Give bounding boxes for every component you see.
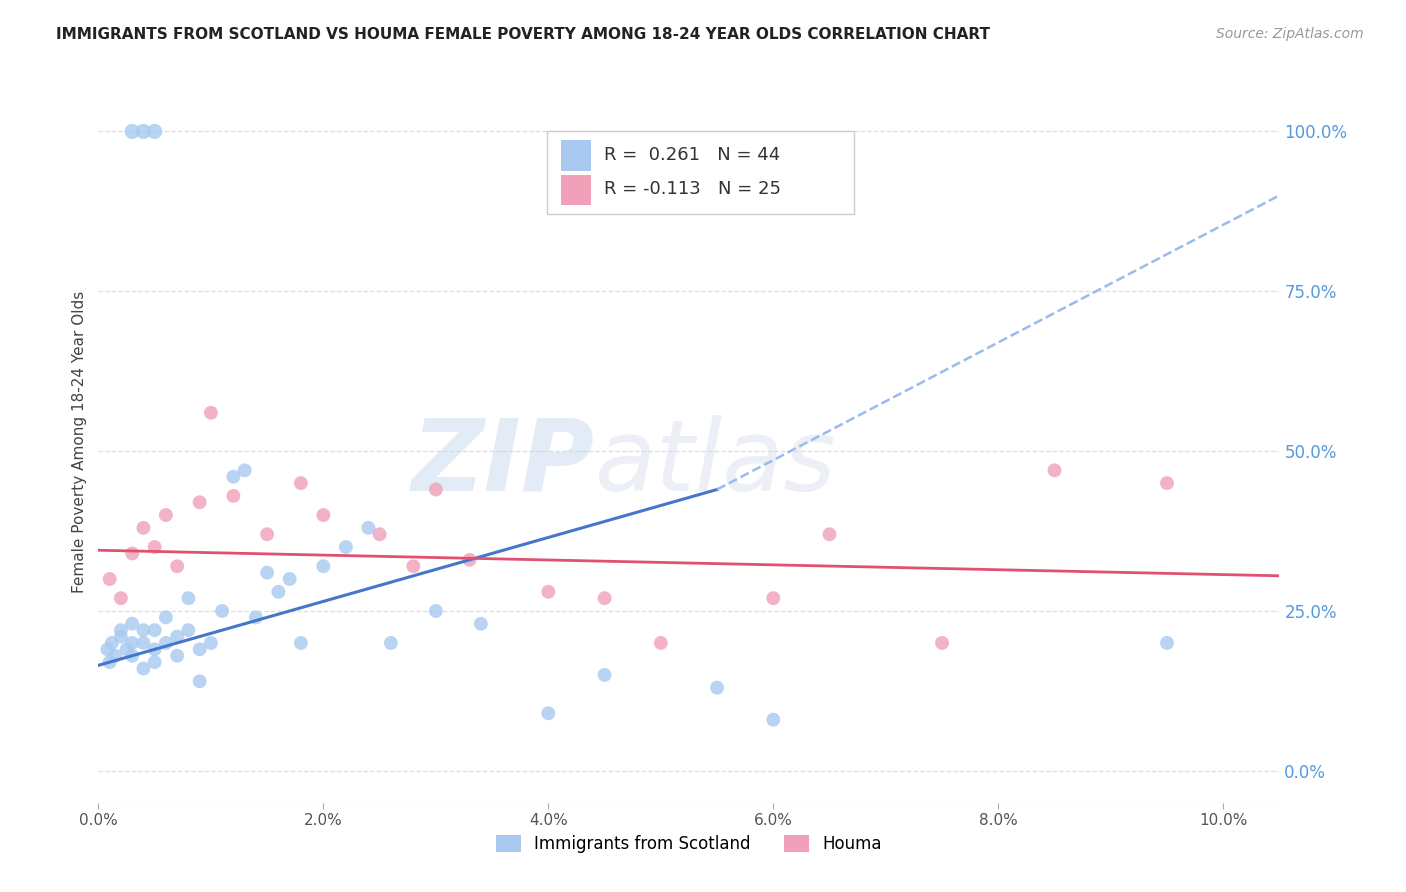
Point — [115, 642, 138, 657]
Point — [537, 584, 560, 599]
Point — [818, 527, 841, 541]
Point — [233, 463, 256, 477]
Point — [706, 681, 728, 695]
Point — [121, 616, 143, 631]
Point — [537, 706, 560, 721]
Point — [290, 636, 312, 650]
Point — [290, 476, 312, 491]
FancyBboxPatch shape — [547, 131, 855, 214]
Text: IMMIGRANTS FROM SCOTLAND VS HOUMA FEMALE POVERTY AMONG 18-24 YEAR OLDS CORRELATI: IMMIGRANTS FROM SCOTLAND VS HOUMA FEMALE… — [56, 27, 990, 42]
Point — [110, 623, 132, 637]
Point — [166, 630, 188, 644]
Text: ZIP: ZIP — [412, 415, 595, 512]
Point — [312, 508, 335, 522]
Point — [762, 713, 785, 727]
Point — [110, 630, 132, 644]
Point — [143, 642, 166, 657]
Point — [121, 546, 143, 560]
Point — [245, 610, 267, 624]
Bar — [561, 140, 591, 170]
Point — [166, 648, 188, 663]
Point — [200, 636, 222, 650]
Text: Source: ZipAtlas.com: Source: ZipAtlas.com — [1216, 27, 1364, 41]
Text: atlas: atlas — [595, 415, 837, 512]
Point — [593, 668, 616, 682]
Point — [256, 527, 278, 541]
Point — [278, 572, 301, 586]
Legend: Immigrants from Scotland, Houma: Immigrants from Scotland, Houma — [489, 828, 889, 860]
Point — [222, 469, 245, 483]
Point — [762, 591, 785, 606]
Point — [402, 559, 425, 574]
Point — [155, 610, 177, 624]
Point — [593, 591, 616, 606]
Point — [188, 642, 211, 657]
Point — [211, 604, 233, 618]
Point — [104, 648, 127, 663]
Point — [101, 636, 124, 650]
Point — [222, 489, 245, 503]
Point — [143, 655, 166, 669]
Point — [177, 623, 200, 637]
Point — [458, 553, 481, 567]
Point — [98, 572, 121, 586]
Point — [155, 636, 177, 650]
Point — [166, 559, 188, 574]
Point — [256, 566, 278, 580]
Point — [143, 124, 166, 138]
Point — [132, 124, 155, 138]
Point — [143, 623, 166, 637]
Point — [155, 508, 177, 522]
Point — [188, 674, 211, 689]
Point — [132, 661, 155, 675]
Point — [312, 559, 335, 574]
Bar — [561, 175, 591, 205]
Point — [425, 483, 447, 497]
Text: R = -0.113   N = 25: R = -0.113 N = 25 — [605, 180, 780, 198]
Point — [267, 584, 290, 599]
Point — [96, 642, 118, 657]
Text: R =  0.261   N = 44: R = 0.261 N = 44 — [605, 145, 780, 164]
Point — [132, 623, 155, 637]
Point — [110, 591, 132, 606]
Point — [177, 591, 200, 606]
Point — [98, 655, 121, 669]
Point — [335, 540, 357, 554]
Y-axis label: Female Poverty Among 18-24 Year Olds: Female Poverty Among 18-24 Year Olds — [72, 291, 87, 592]
Point — [121, 636, 143, 650]
Point — [188, 495, 211, 509]
Point — [143, 540, 166, 554]
Point — [380, 636, 402, 650]
Point — [425, 604, 447, 618]
Point — [1156, 476, 1178, 491]
Point — [200, 406, 222, 420]
Point — [1156, 636, 1178, 650]
Point — [368, 527, 391, 541]
Point — [132, 636, 155, 650]
Point — [470, 616, 492, 631]
Point — [1043, 463, 1066, 477]
Point — [121, 124, 143, 138]
Point — [132, 521, 155, 535]
Point — [357, 521, 380, 535]
Point — [121, 648, 143, 663]
Point — [931, 636, 953, 650]
Point — [650, 636, 672, 650]
